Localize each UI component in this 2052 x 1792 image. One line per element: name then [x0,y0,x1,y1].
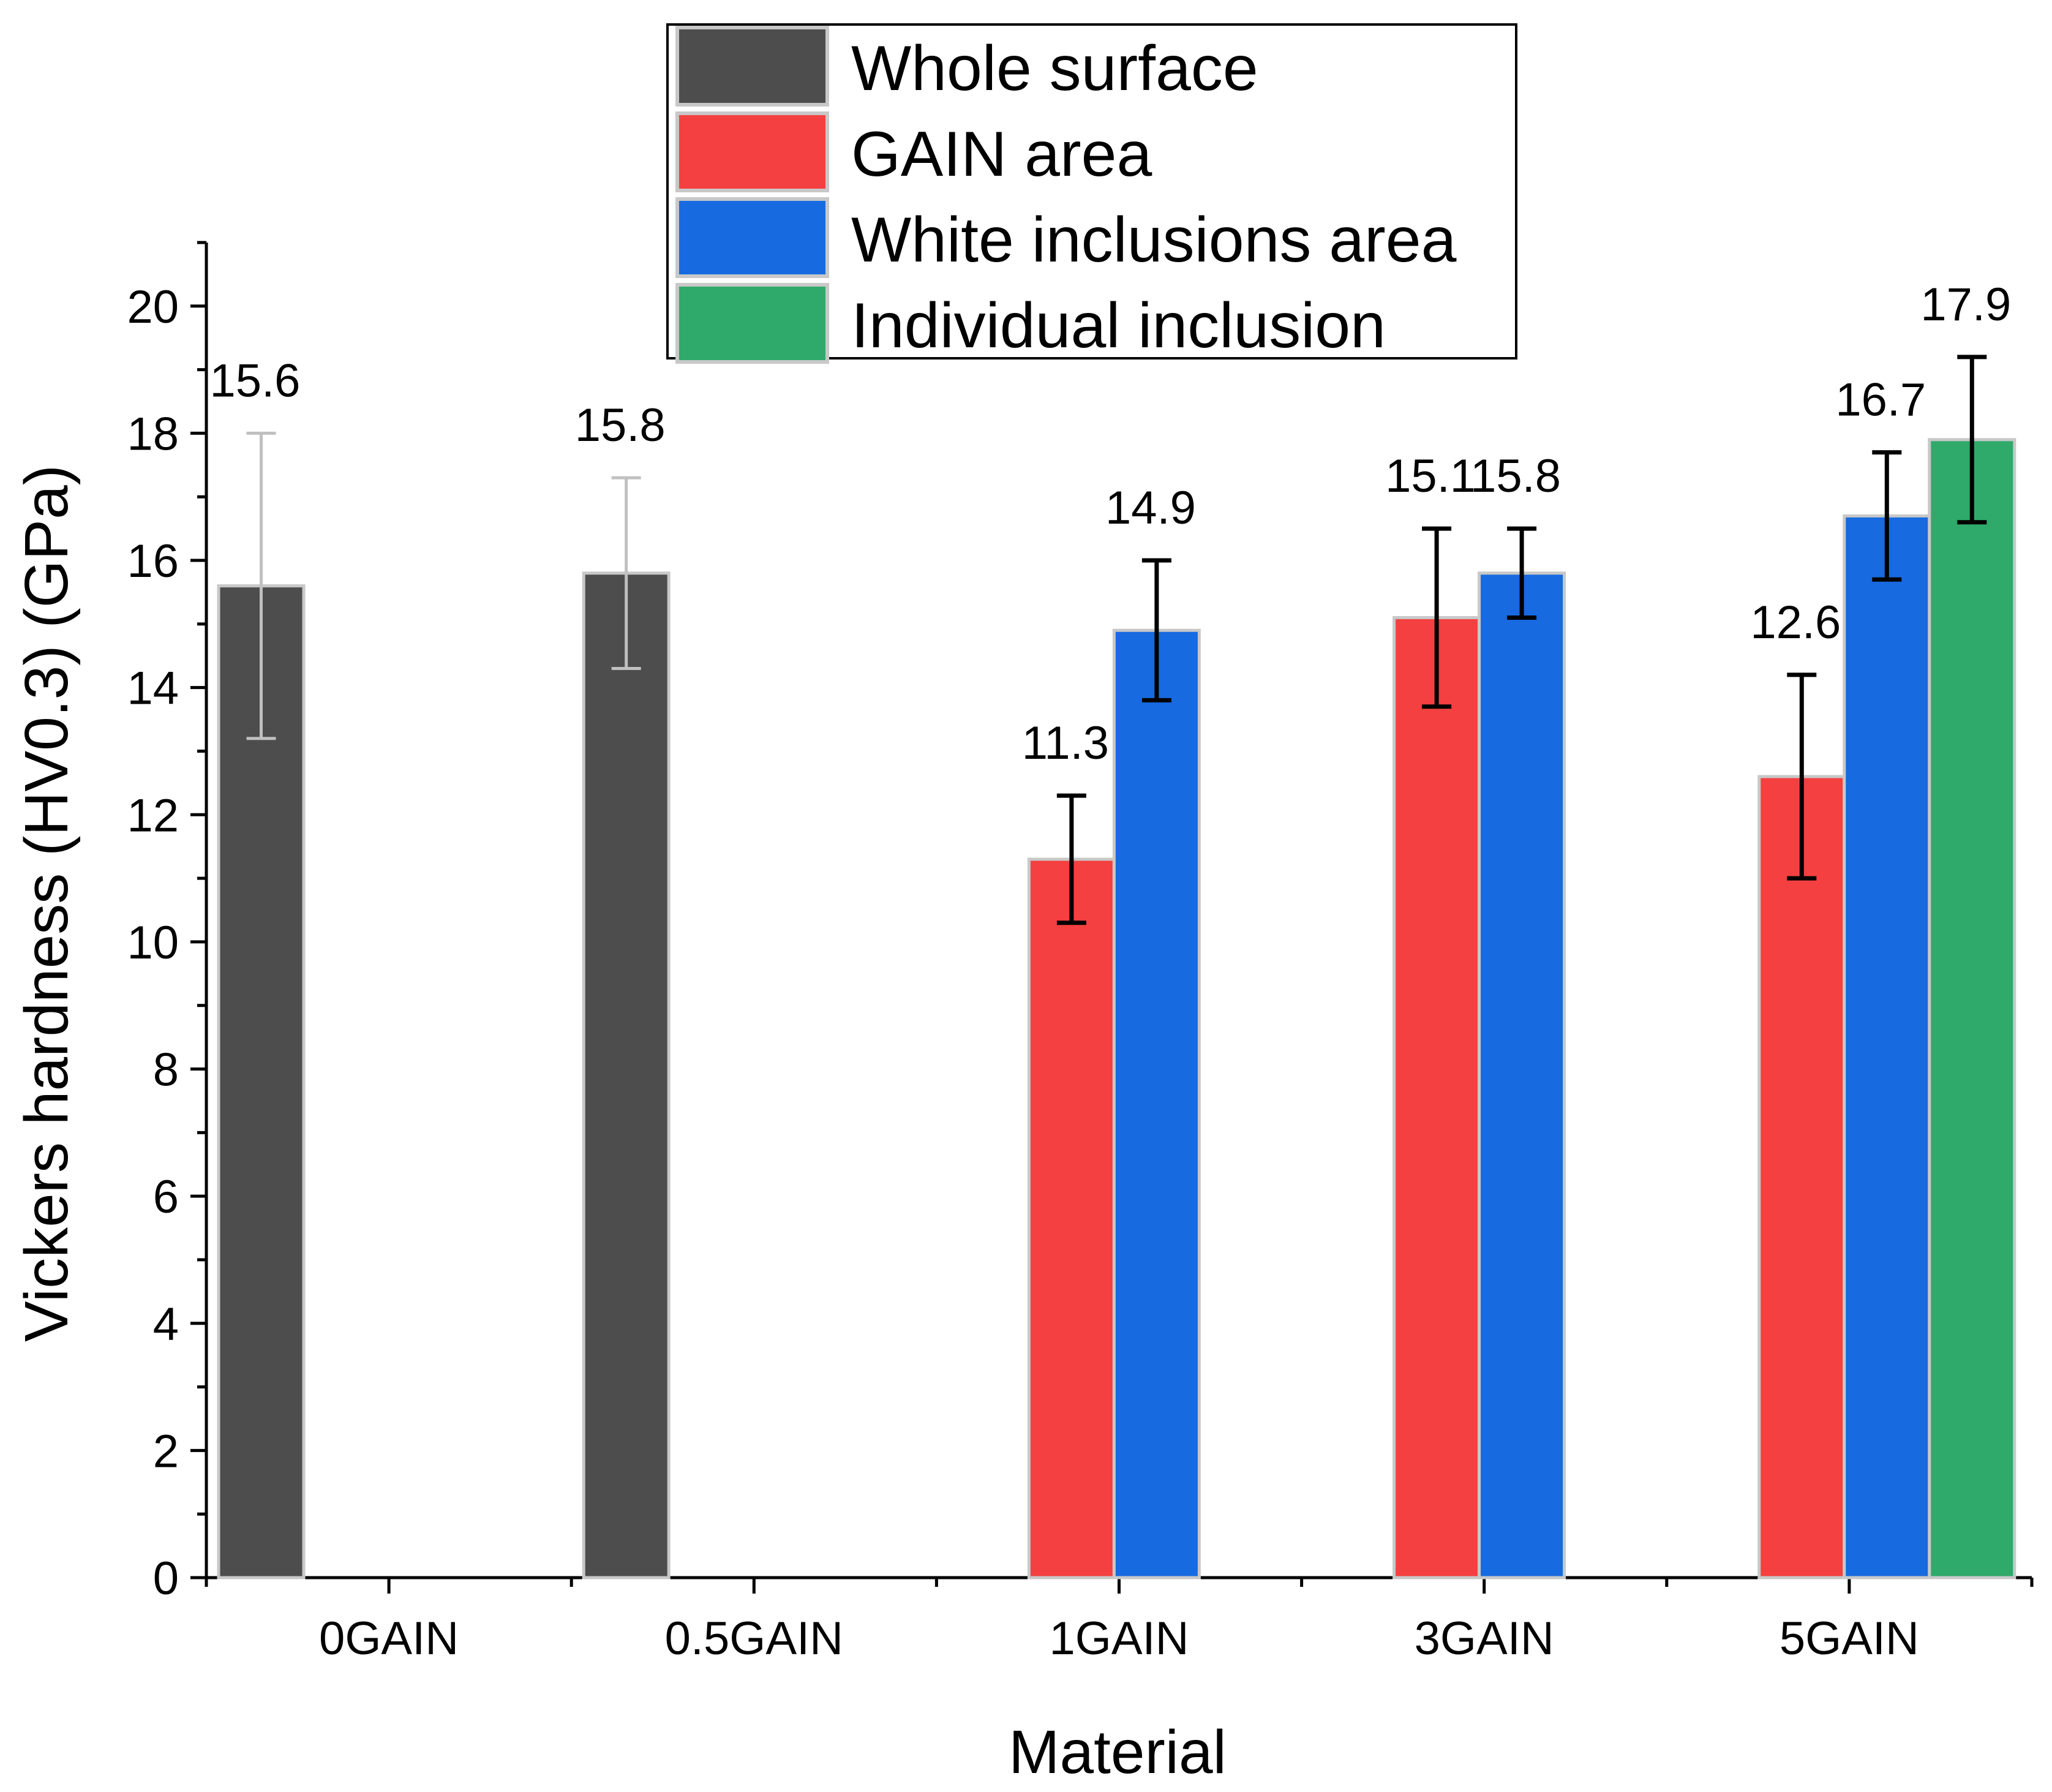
data-label: 11.3 [1022,717,1109,769]
data-label: 17.9 [1920,279,2011,331]
bar [1843,514,1931,1579]
y-tick-label: 18 [127,408,179,460]
bar [582,571,671,1579]
legend: Whole surface GAIN area White inclusions a… [666,23,1517,364]
bar [1392,616,1481,1579]
legend-label: White inclusions area [851,205,1457,276]
bar [217,584,306,1579]
bar [1112,628,1201,1579]
data-labels-group: 15.615.811.314.915.115.812.616.717.9 [210,279,2012,769]
data-label: 15.8 [575,399,666,451]
data-label: 15.6 [210,355,301,407]
bar [1928,438,2016,1579]
x-tick-label: 0GAIN [319,1613,459,1665]
axes: 0 2 4 6 8 10 12 14 16 18 20 0GAIN 0.5GAIN 1GAIN 3GAIN 5… [127,241,2034,1665]
y-tick-label: 4 [153,1298,179,1350]
x-tick-label: 0.5GAIN [665,1613,843,1665]
y-axis-title: Vickers hardness (HV0.3) (GPa) [12,465,81,1342]
y-tick-label: 2 [153,1425,179,1477]
x-tick-label: 3GAIN [1415,1613,1554,1665]
y-tick-label: 6 [153,1171,179,1223]
legend-swatch [675,26,829,107]
x-tick-label: 5GAIN [1780,1613,1919,1665]
legend-swatch [675,111,829,192]
y-tick-label: 14 [127,663,179,715]
bars-group [217,438,2016,1579]
y-tick-label: 10 [127,917,179,969]
data-label: 15.1 [1385,450,1476,502]
y-tick-label: 8 [153,1044,179,1096]
data-label: 16.7 [1835,374,1926,426]
legend-swatch [675,197,829,278]
x-tick-label: 1GAIN [1049,1613,1189,1665]
legend-label: Whole surface [851,33,1258,104]
bar [1478,571,1566,1579]
data-label: 14.9 [1105,482,1196,534]
legend-label: Individual inclusion [851,290,1386,361]
data-label: 12.6 [1750,597,1841,649]
y-tick-label: 12 [127,789,179,841]
bar [1027,857,1116,1579]
y-tick-label: 0 [153,1553,179,1605]
x-axis-title: Material [1009,1718,1227,1786]
legend-label: GAIN area [851,119,1152,190]
bar [1757,775,1846,1579]
data-label: 15.8 [1470,450,1561,502]
error-bars-group [246,355,1987,925]
y-tick-label: 20 [127,281,179,333]
y-tick-label: 16 [127,535,179,587]
legend-swatch [675,283,829,364]
